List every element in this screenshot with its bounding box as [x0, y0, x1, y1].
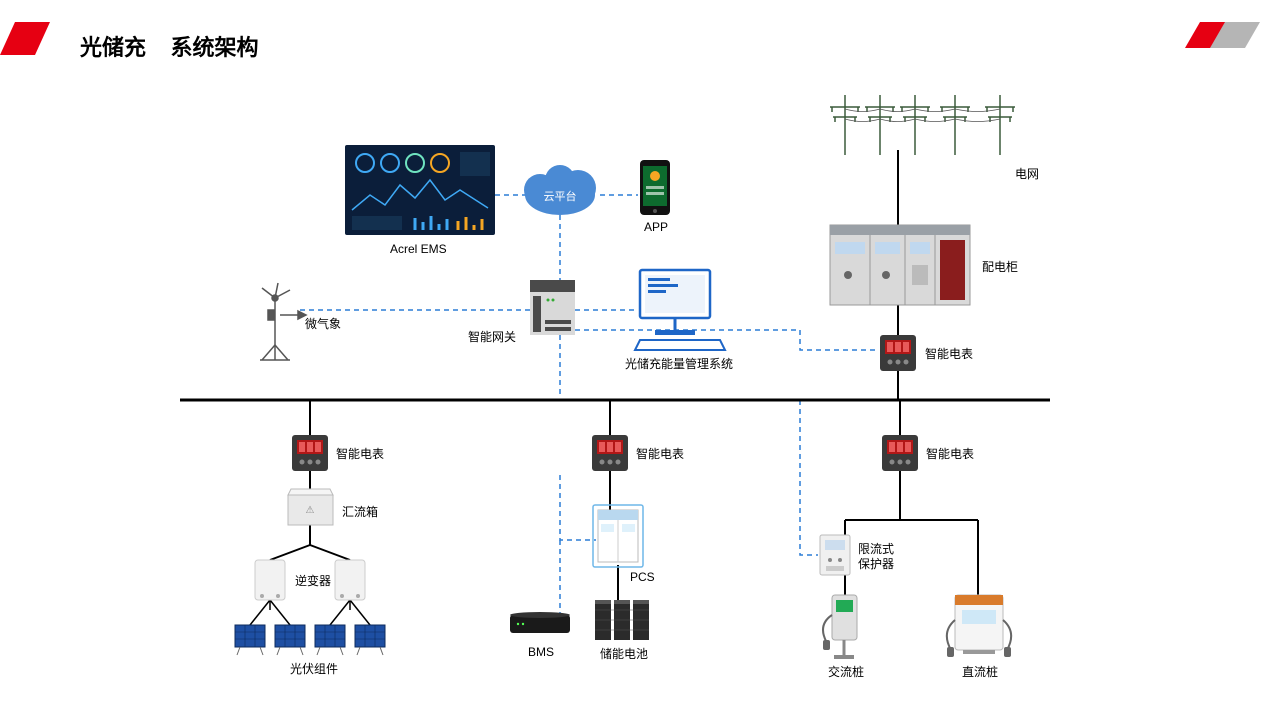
meter1-label: 智能电表: [336, 445, 384, 462]
protector-icon: [820, 535, 850, 575]
meter2-label: 智能电表: [636, 445, 684, 462]
power-grid-icon: [830, 95, 1015, 155]
meter-top-label: 智能电表: [925, 345, 973, 362]
app-label: APP: [644, 220, 668, 234]
dc-charger-label: 直流桩: [962, 663, 998, 680]
grid-wires: [845, 109, 1000, 122]
pcs-label: PCS: [630, 570, 655, 584]
pv-panel-icons: [235, 625, 385, 655]
combiner-box-icon: ⚠: [288, 489, 333, 525]
smart-meter-top-icon: [880, 335, 916, 371]
title-part1: 光储充: [80, 35, 146, 60]
bms-icon: [510, 612, 570, 633]
battery-icons: [595, 600, 649, 640]
smart-meter-2-icon: [592, 435, 628, 471]
cloud-label: 云平台: [544, 189, 577, 203]
comm-lines: [300, 195, 878, 625]
page-canvas: 云平台: [0, 0, 1261, 706]
cabinet-label: 配电柜: [982, 258, 1018, 275]
ac-charger-icon: [823, 595, 857, 659]
combiner-label: 汇流箱: [342, 503, 378, 520]
meter3-label: 智能电表: [926, 445, 974, 462]
ems-system-label: 光储充能量管理系统: [625, 355, 733, 372]
weather-label: 微气象: [305, 315, 341, 332]
smart-meter-1-icon: [292, 435, 328, 471]
page-title: 光储充 系统架构: [80, 30, 258, 62]
ems-computer-icon: [635, 270, 725, 350]
pv-label: 光伏组件: [290, 660, 338, 677]
protector-label-2: 保护器: [858, 555, 894, 572]
gateway-label: 智能网关: [468, 328, 516, 345]
ac-charger-label: 交流桩: [828, 663, 864, 680]
weather-station-icon: [260, 283, 306, 360]
app-phone-icon: [640, 160, 670, 215]
decor-top-left: [0, 22, 50, 55]
distribution-cabinet-icon: [830, 225, 970, 305]
title-part2: 系统架构: [170, 35, 258, 60]
dc-charger-icon: [947, 595, 1011, 657]
gateway-icon: [530, 280, 575, 335]
bms-label: BMS: [528, 645, 554, 659]
cloud-icon: 云平台: [524, 165, 596, 215]
inverter-label: 逆变器: [295, 572, 331, 589]
smart-meter-3-icon: [882, 435, 918, 471]
grid-label: 电网: [1015, 165, 1039, 182]
battery-label: 储能电池: [600, 645, 648, 662]
ems-monitor-icon: [345, 145, 495, 235]
ems-label: Acrel EMS: [390, 242, 447, 256]
svg-text:⚠: ⚠: [306, 505, 315, 516]
pcs-icon: [593, 505, 643, 567]
